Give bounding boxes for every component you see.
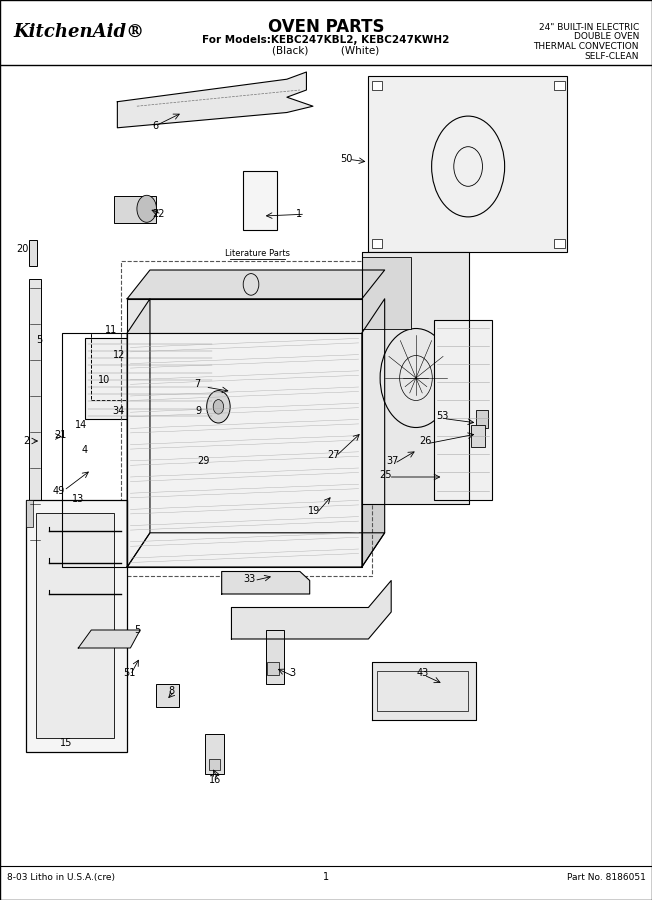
Bar <box>114 196 156 223</box>
Text: 8-03 Litho in U.S.A.(cre): 8-03 Litho in U.S.A.(cre) <box>7 873 115 882</box>
Text: 13: 13 <box>72 494 84 505</box>
Text: For Models:KEBC247KBL2, KEBC247KWH2: For Models:KEBC247KBL2, KEBC247KWH2 <box>202 34 450 45</box>
Text: 21: 21 <box>54 429 66 440</box>
Polygon shape <box>117 72 313 128</box>
Polygon shape <box>127 299 150 567</box>
Polygon shape <box>127 533 385 567</box>
Text: 34: 34 <box>113 406 125 417</box>
Text: KitchenAid®: KitchenAid® <box>13 22 144 40</box>
Text: 24" BUILT-IN ELECTRIC: 24" BUILT-IN ELECTRIC <box>539 22 639 32</box>
Bar <box>156 684 179 706</box>
Bar <box>29 279 41 558</box>
Text: SELF-CLEAN: SELF-CLEAN <box>584 52 639 61</box>
Circle shape <box>213 400 224 414</box>
Text: 3: 3 <box>289 668 295 679</box>
Polygon shape <box>362 252 469 504</box>
Bar <box>29 240 37 266</box>
Text: 50: 50 <box>341 154 353 165</box>
Text: OVEN PARTS: OVEN PARTS <box>268 18 384 36</box>
Circle shape <box>137 195 156 222</box>
Bar <box>266 630 284 684</box>
Text: Part No. 8186051: Part No. 8186051 <box>567 873 645 882</box>
Bar <box>127 333 362 567</box>
Text: 29: 29 <box>198 455 209 466</box>
Bar <box>243 171 277 230</box>
Text: 7: 7 <box>194 379 200 390</box>
Text: 37: 37 <box>387 455 398 466</box>
Text: 19: 19 <box>308 506 320 517</box>
Bar <box>91 333 186 400</box>
Circle shape <box>207 391 230 423</box>
Bar <box>127 299 362 333</box>
Bar <box>476 410 488 427</box>
Text: Literature Parts: Literature Parts <box>225 249 290 258</box>
Text: 51: 51 <box>123 668 135 679</box>
Text: 6: 6 <box>152 121 158 131</box>
Bar <box>368 76 567 252</box>
Bar <box>62 333 127 567</box>
Polygon shape <box>362 299 385 567</box>
Polygon shape <box>372 662 476 720</box>
Bar <box>26 500 33 526</box>
Bar <box>209 759 220 769</box>
Text: 20: 20 <box>17 244 29 255</box>
Text: 27: 27 <box>327 449 340 460</box>
Text: 9: 9 <box>196 406 202 417</box>
Text: 10: 10 <box>98 374 110 385</box>
Bar <box>377 670 468 711</box>
Text: 5: 5 <box>36 335 42 346</box>
Text: 11: 11 <box>105 325 117 336</box>
Text: 2: 2 <box>23 436 29 446</box>
Bar <box>372 238 382 248</box>
Bar <box>362 256 411 328</box>
Text: 22: 22 <box>152 209 165 220</box>
Bar <box>26 500 127 752</box>
Polygon shape <box>78 630 140 648</box>
Text: 43: 43 <box>417 668 428 679</box>
Text: 5: 5 <box>134 625 140 635</box>
Bar <box>434 320 492 500</box>
Text: 16: 16 <box>209 775 221 786</box>
Bar <box>36 513 114 738</box>
Text: 8: 8 <box>168 686 175 697</box>
Text: THERMAL CONVECTION: THERMAL CONVECTION <box>533 42 639 51</box>
Text: 33: 33 <box>243 573 255 584</box>
Text: 26: 26 <box>419 436 431 446</box>
Text: (Black)          (White): (Black) (White) <box>273 45 379 56</box>
Bar <box>554 238 565 248</box>
Text: 14: 14 <box>76 419 87 430</box>
Text: 49: 49 <box>53 485 65 496</box>
Text: 4: 4 <box>82 445 88 455</box>
Text: 12: 12 <box>113 350 125 361</box>
Text: 53: 53 <box>436 410 448 421</box>
Bar <box>554 81 565 90</box>
Bar <box>121 261 372 576</box>
Bar <box>267 662 279 675</box>
Bar <box>85 338 215 418</box>
Text: 15: 15 <box>61 737 72 748</box>
Bar <box>205 734 224 774</box>
Text: 1: 1 <box>295 209 302 220</box>
Text: 1: 1 <box>323 872 329 883</box>
Text: DOUBLE OVEN: DOUBLE OVEN <box>574 32 639 41</box>
Bar <box>372 81 382 90</box>
Polygon shape <box>222 572 310 594</box>
Bar <box>471 425 485 447</box>
Polygon shape <box>231 580 391 639</box>
Text: 25: 25 <box>379 470 393 481</box>
Polygon shape <box>127 270 385 299</box>
